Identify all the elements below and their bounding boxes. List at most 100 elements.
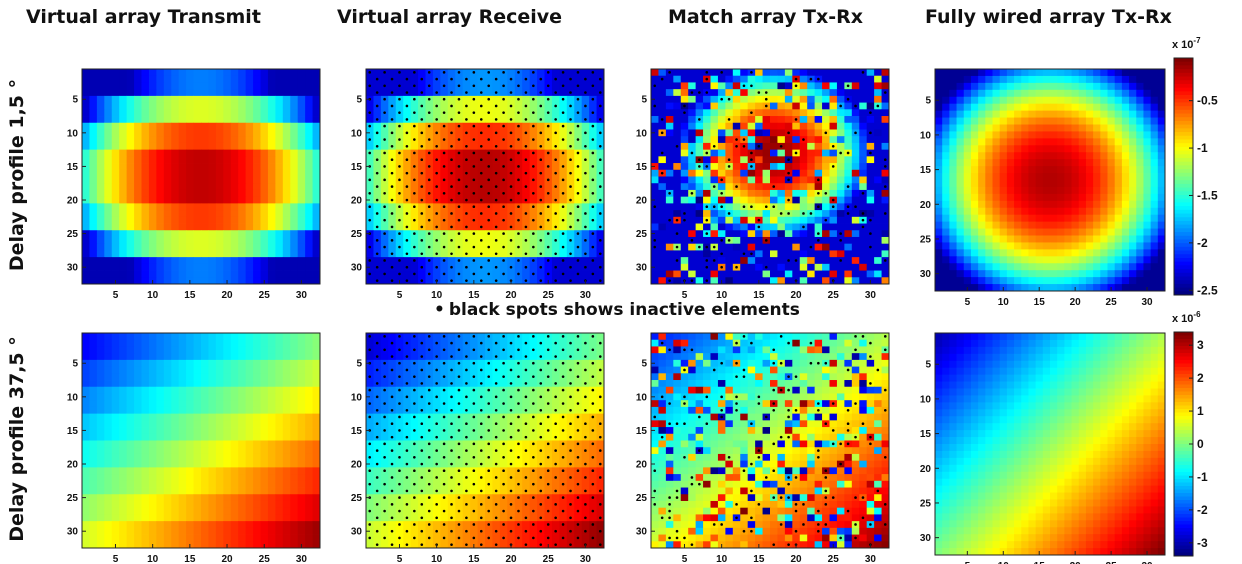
inactive-dot <box>502 205 505 209</box>
heatmap-cell <box>1064 284 1072 292</box>
heatmap-cell <box>82 169 90 177</box>
heatmap-cell <box>1157 69 1166 77</box>
heatmap-cell <box>156 75 165 83</box>
heatmap-cell <box>104 129 113 137</box>
heatmap-cell <box>522 136 531 144</box>
heatmap-cell <box>253 116 261 124</box>
y-tick-label: 20 <box>920 200 932 211</box>
inactive-dot <box>705 71 709 74</box>
heatmap-cell <box>245 169 254 177</box>
inactive-dot <box>854 205 857 209</box>
heatmap-cell <box>1064 159 1072 167</box>
heatmap-cell <box>942 186 950 195</box>
heatmap-cell <box>747 183 756 191</box>
inactive-dot <box>398 205 401 209</box>
heatmap-cell <box>1121 159 1130 167</box>
heatmap-cell <box>403 243 412 251</box>
inactive-dot <box>735 144 738 148</box>
heatmap-cell <box>949 145 957 153</box>
heatmap-cell <box>485 142 493 151</box>
heatmap-cell <box>755 189 763 198</box>
heatmap-cell <box>1100 180 1108 188</box>
heatmap-cell <box>1006 277 1015 285</box>
heatmap-cell <box>985 193 993 202</box>
inactive-dot <box>598 144 602 148</box>
heatmap-cell <box>163 203 172 211</box>
inactive-dot <box>494 77 498 81</box>
heatmap-cell <box>559 89 568 97</box>
heatmap-cell <box>755 136 763 144</box>
inactive-dot <box>524 171 528 175</box>
heatmap-cell <box>96 353 105 361</box>
heatmap-cell <box>935 145 943 153</box>
heatmap-cell <box>223 183 232 191</box>
heatmap-cell <box>651 210 659 218</box>
heatmap-cell <box>992 124 1001 132</box>
heatmap-cell <box>215 142 224 151</box>
heatmap-cell <box>395 210 404 218</box>
heatmap-cell <box>89 257 98 265</box>
heatmap-cell <box>297 149 306 157</box>
heatmap-cell <box>134 183 142 191</box>
inactive-dot <box>472 192 476 195</box>
heatmap-cell <box>874 169 882 177</box>
inactive-dot <box>442 192 446 195</box>
heatmap-cell <box>574 210 583 218</box>
y-tick-label: 25 <box>351 229 363 240</box>
heatmap-cell <box>238 129 247 137</box>
heatmap-cell <box>245 129 254 137</box>
heatmap-cell <box>740 216 749 224</box>
heatmap-cell <box>710 189 719 198</box>
heatmap-cell <box>238 339 247 347</box>
heatmap-cell <box>881 277 890 285</box>
heatmap-cell <box>171 189 180 198</box>
heatmap-cell <box>171 210 180 218</box>
heatmap-cell <box>770 163 778 171</box>
heatmap-cell <box>141 346 150 354</box>
heatmap-cell <box>574 263 583 271</box>
heatmap-cell <box>148 156 157 164</box>
heatmap-cell <box>1078 270 1087 278</box>
heatmap-cell <box>1136 249 1144 257</box>
heatmap-cell <box>418 243 426 251</box>
heatmap-cell <box>156 270 165 278</box>
heatmap-cell <box>963 159 972 167</box>
heatmap-cell <box>141 353 150 361</box>
heatmap-cell <box>290 243 299 251</box>
inactive-dot <box>442 151 446 155</box>
heatmap-cell <box>134 136 142 144</box>
heatmap-cell <box>507 163 516 171</box>
inactive-dot <box>584 144 587 148</box>
heatmap-cell <box>455 142 464 151</box>
heatmap-cell <box>507 216 516 224</box>
heatmap-cell <box>732 270 741 278</box>
heatmap-cell <box>1028 180 1037 188</box>
heatmap-cell <box>949 69 957 77</box>
heatmap-cell <box>418 95 426 103</box>
inactive-dot <box>794 118 798 121</box>
heatmap-cell <box>171 203 180 211</box>
heatmap-cell <box>1114 284 1123 292</box>
heatmap-cell <box>695 263 704 271</box>
inactive-dot <box>705 165 709 168</box>
heatmap-cell <box>230 102 239 110</box>
heatmap-cell <box>1064 207 1072 216</box>
heatmap-cell <box>999 180 1008 188</box>
heatmap-cell <box>126 250 135 258</box>
inactive-dot <box>598 225 602 229</box>
heatmap-cell <box>455 183 464 191</box>
heatmap-cell <box>784 163 793 171</box>
heatmap-cell <box>282 136 291 144</box>
heatmap-cell <box>665 243 674 251</box>
heatmap-cell <box>1093 89 1101 98</box>
heatmap-cell <box>762 210 771 218</box>
heatmap-cell <box>1057 263 1065 271</box>
heatmap-cell <box>1093 145 1101 153</box>
heatmap-cell <box>148 250 157 258</box>
heatmap-cell <box>1057 166 1065 174</box>
heatmap-cell <box>874 89 882 97</box>
heatmap-cell <box>163 95 172 103</box>
heatmap-cell <box>186 270 194 278</box>
heatmap-cell <box>1121 96 1130 105</box>
heatmap-cell <box>1064 263 1072 271</box>
